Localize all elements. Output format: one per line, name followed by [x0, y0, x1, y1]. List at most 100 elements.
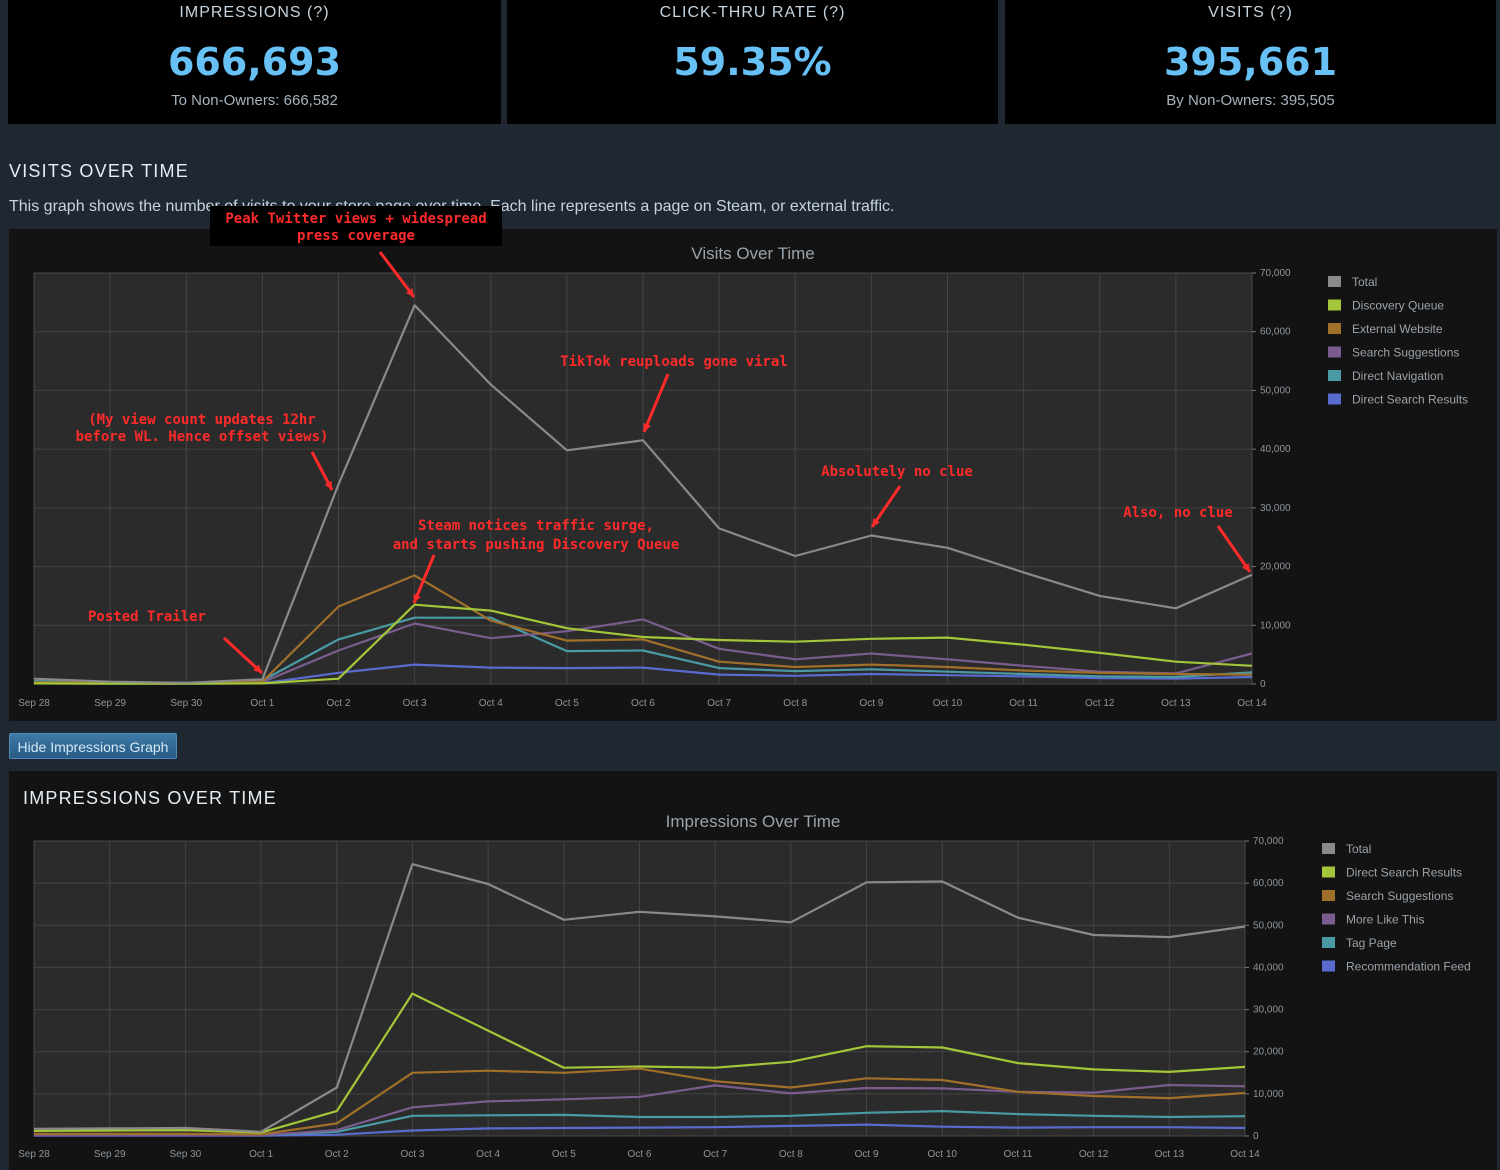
visits-chart: 0 10,000 20,000 30,000 40,000 50,000 60,000 70,… [18, 268, 1468, 709]
annotation-posted-trailer-arrowhead [253, 664, 262, 673]
x-tick-label: Sep 30 [170, 698, 202, 709]
y-tick-label: 30,000 [1260, 503, 1291, 514]
y-tick-label: 40,000 [1253, 962, 1284, 973]
annotation-peak-twitter-text: Peak Twitter views + widespread [225, 211, 486, 227]
x-tick-label: Sep 29 [94, 1149, 126, 1160]
x-tick-label: Oct 11 [1009, 698, 1038, 709]
series-line-total[interactable] [33, 304, 1253, 684]
x-tick-label: Oct 14 [1237, 698, 1267, 709]
annotation-tiktok-arrowhead [643, 423, 651, 432]
annotation-steam-discovery-queue-text: Steam notices traffic surge, [418, 518, 654, 534]
annotation-absolutely-no-clue-arrowhead [872, 518, 880, 527]
y-tick-label: 60,000 [1260, 327, 1291, 338]
x-tick-label: Oct 2 [327, 698, 351, 709]
annotation-view-count-offset-arrowhead [324, 481, 332, 490]
series-line-discovery-queue[interactable] [33, 603, 1253, 685]
x-tick-label: Oct 1 [250, 698, 274, 709]
x-tick-label: Oct 10 [928, 1149, 958, 1160]
y-tick-label: 10,000 [1253, 1089, 1284, 1100]
x-tick-label: Oct 6 [631, 698, 655, 709]
legend-swatch [1328, 276, 1341, 287]
kpi-row: IMPRESSIONS (?) 666,693 To Non-Owners: 6… [8, 0, 1498, 124]
legend-swatch [1322, 866, 1335, 878]
y-tick-label: 70,000 [1253, 836, 1284, 847]
x-tick-label: Oct 4 [479, 698, 503, 709]
x-tick-label: Oct 9 [859, 698, 883, 709]
series-line-search-suggestions[interactable] [34, 1067, 1246, 1136]
impressions-chart-title: Impressions Over Time [665, 812, 841, 831]
y-tick-label: 20,000 [1253, 1047, 1284, 1058]
legend-label-search-suggestions[interactable]: Search Suggestions [1346, 889, 1453, 903]
legend-swatch [1328, 323, 1341, 334]
y-tick-label: 70,000 [1260, 268, 1291, 279]
legend-label-discovery-queue[interactable]: Discovery Queue [1352, 299, 1444, 313]
kpi-value: 59.35% [673, 40, 832, 84]
kpi-value: 666,693 [167, 40, 342, 84]
annotation-steam-discovery-queue-text: and starts pushing Discovery Queue [393, 537, 680, 553]
kpi-title[interactable]: VISITS (?) [1208, 4, 1293, 21]
x-tick-label: Oct 12 [1079, 1149, 1109, 1160]
annotation-peak-twitter-arrowhead [405, 288, 414, 297]
x-tick-label: Oct 8 [783, 698, 807, 709]
kpi-click-thru-rate: CLICK-THRU RATE (?) 59.35% [507, 0, 998, 124]
kpi-subtext: To Non-Owners: 666,582 [171, 92, 338, 109]
x-tick-label: Oct 7 [707, 698, 731, 709]
visits-chart-title: Visits Over Time [691, 244, 815, 263]
legend-label-direct-navigation[interactable]: Direct Navigation [1352, 369, 1443, 383]
y-tick-label: 50,000 [1260, 385, 1291, 396]
legend-label-external-website[interactable]: External Website [1352, 322, 1443, 336]
x-tick-label: Sep 30 [170, 1149, 202, 1160]
legend-swatch [1322, 890, 1335, 901]
x-tick-label: Oct 6 [628, 1149, 652, 1160]
annotation-absolutely-no-clue-arrow [870, 485, 902, 528]
series-line-direct-search-results[interactable] [33, 992, 1246, 1134]
x-tick-label: Oct 12 [1085, 698, 1115, 709]
x-tick-label: Oct 7 [703, 1149, 727, 1160]
series-line-external-website[interactable] [33, 574, 1253, 685]
y-tick-label: 10,000 [1260, 620, 1291, 631]
series-line-total[interactable] [33, 863, 1246, 1133]
legend-label-total[interactable]: Total [1352, 275, 1377, 289]
x-tick-label: Oct 3 [403, 698, 427, 709]
kpi-impressions: IMPRESSIONS (?) 666,693 To Non-Owners: 6… [8, 0, 501, 124]
x-tick-label: Oct 13 [1161, 698, 1191, 709]
x-tick-label: Oct 5 [555, 698, 579, 709]
annotation-absolutely-no-clue-text: Absolutely no clue [821, 464, 973, 480]
x-tick-label: Oct 4 [476, 1149, 500, 1160]
y-tick-label: 50,000 [1253, 920, 1284, 931]
legend-swatch [1322, 913, 1335, 925]
kpi-title[interactable]: IMPRESSIONS (?) [179, 4, 330, 21]
legend-label-direct-search-results[interactable]: Direct Search Results [1352, 393, 1468, 407]
annotation-backdrop [210, 206, 502, 246]
kpi-visits: VISITS (?) 395,661 By Non-Owners: 395,50… [1005, 0, 1496, 124]
annotation-steam-discovery-queue-arrowhead [413, 594, 421, 603]
legend-label-total[interactable]: Total [1346, 842, 1371, 856]
legend-label-more-like-this[interactable]: More Like This [1346, 913, 1424, 927]
hide-impressions-graph-button[interactable]: Hide Impressions Graph [9, 733, 177, 759]
annotation-view-count-offset-text: (My view count updates 12hr [88, 412, 316, 428]
legend-label-recommendation-feed[interactable]: Recommendation Feed [1346, 960, 1471, 974]
annotation-posted-trailer-arrow [222, 636, 264, 675]
visits-section-title: VISITS OVER TIME [9, 161, 189, 181]
x-tick-label: Sep 28 [18, 1149, 50, 1160]
legend-label-search-suggestions[interactable]: Search Suggestions [1352, 346, 1459, 360]
kpi-subtext: By Non-Owners: 395,505 [1166, 92, 1335, 109]
x-tick-label: Oct 14 [1230, 1149, 1260, 1160]
legend-swatch [1322, 960, 1335, 972]
y-tick-label: 20,000 [1260, 562, 1291, 573]
legend-label-tag-page[interactable]: Tag Page [1346, 936, 1397, 950]
x-tick-label: Oct 9 [855, 1149, 879, 1160]
kpi-title[interactable]: CLICK-THRU RATE (?) [659, 4, 846, 21]
x-tick-label: Oct 2 [325, 1149, 349, 1160]
annotation-also-no-clue-text: Also, no clue [1123, 505, 1233, 521]
annotation-also-no-clue-arrowhead [1242, 563, 1250, 572]
y-tick-label: 0 [1253, 1131, 1259, 1142]
x-tick-label: Oct 3 [400, 1149, 424, 1160]
annotation-tiktok-arrow [642, 373, 670, 433]
legend-swatch [1322, 937, 1335, 948]
annotation-peak-twitter-text: press coverage [297, 228, 415, 244]
annotation-posted-trailer-text: Posted Trailer [88, 609, 206, 625]
annotation-steam-discovery-queue-arrow [412, 554, 436, 604]
legend-label-direct-search-results[interactable]: Direct Search Results [1346, 866, 1462, 880]
